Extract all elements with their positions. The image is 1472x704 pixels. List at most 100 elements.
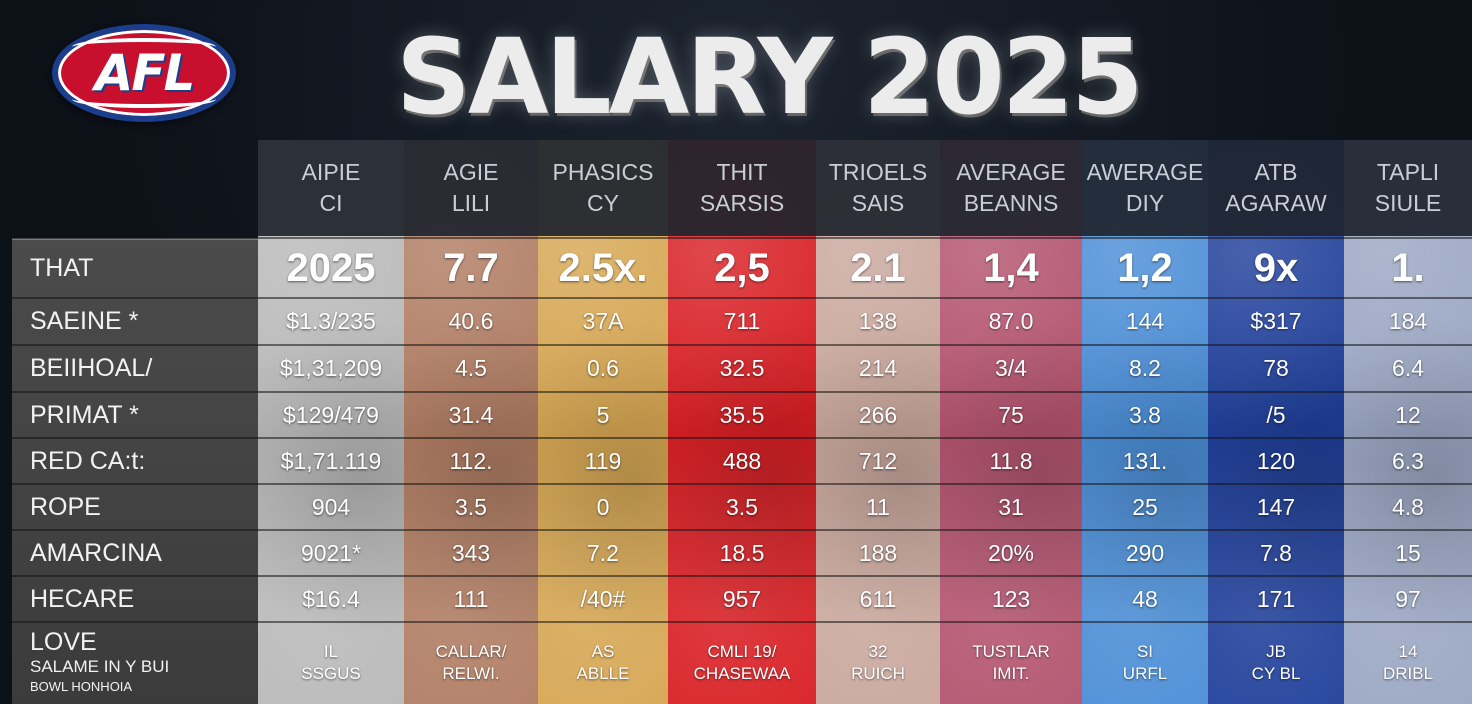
table-cell: 25 xyxy=(1132,493,1158,520)
table-cell: 3.5 xyxy=(726,493,758,520)
table-cell: $317 xyxy=(1250,308,1302,334)
table-cell: 120 xyxy=(1256,447,1296,474)
column-header: ATB AGARAW xyxy=(1208,140,1344,236)
row-label: SAEINE * xyxy=(30,307,139,335)
table-cell-line: CMLI 19/ xyxy=(707,642,777,661)
column-header: PHASICS CY xyxy=(538,140,668,236)
table-cell-line: SSGUS xyxy=(301,664,361,683)
logo-text: AFL xyxy=(94,44,196,102)
column-header-line: TRIOELS xyxy=(828,159,928,185)
table-cell-line: JB xyxy=(1266,642,1286,661)
table-cell-line: SI xyxy=(1136,642,1154,661)
table-cell: 6.4 xyxy=(1392,355,1424,381)
table-cell-line: RELWI. xyxy=(442,664,500,683)
column-header-line: TAPLI xyxy=(1376,159,1440,185)
table-cell: SI URFL xyxy=(1082,622,1208,704)
table-cell: 97 xyxy=(1395,585,1421,612)
table-cell-line: CHASEWAA xyxy=(693,664,791,683)
table-cell: 4.5 xyxy=(455,355,487,381)
table-cell-line: AS xyxy=(591,642,615,661)
column-header-line: CI xyxy=(319,190,343,216)
table-cell: 7.2 xyxy=(587,539,619,566)
page-title: SALARY 2025 xyxy=(396,16,1144,138)
row-label-line: BOWL HONHOIA xyxy=(30,679,133,694)
table-cell: 712 xyxy=(858,447,898,474)
table-cell: CALLAR/RELWI. xyxy=(404,622,538,704)
table-cell: 9x xyxy=(1253,245,1299,290)
table-cell: $129/479 xyxy=(283,401,379,428)
row-label: HECARE xyxy=(30,584,135,613)
row-divider xyxy=(12,529,1472,531)
table-cell-line: IMIT. xyxy=(992,664,1030,683)
table-cell: 20% xyxy=(987,539,1035,566)
row-divider xyxy=(12,621,1472,623)
table-cell: CMLI 19/CHASEWAA xyxy=(668,622,816,704)
table-cell: 2.5x. xyxy=(558,245,648,290)
table-cell-line: TUSTLAR xyxy=(972,642,1050,661)
table-cell: 8.2 xyxy=(1129,355,1161,381)
column-header-line: AIPIE xyxy=(301,159,361,185)
column-header: AVERAGE BEANNS xyxy=(940,140,1082,236)
table-cell: 48 xyxy=(1132,585,1158,612)
table-cell: 2.1 xyxy=(850,245,906,290)
row-label-last: LOVE SALAME IN Y BUI BOWL HONHOIA xyxy=(12,622,258,704)
table-cell: 1,4 xyxy=(983,245,1039,290)
column-header: AWERAGE DIY xyxy=(1082,140,1208,236)
row-label-line: LOVE xyxy=(30,628,97,656)
row-divider xyxy=(12,437,1472,439)
table-cell: 7.7 xyxy=(443,245,499,290)
column-header-line: SARSIS xyxy=(699,190,785,216)
table-cell: 31.4 xyxy=(448,401,494,428)
column-header-line: THIT xyxy=(716,159,768,185)
table-cell: 488 xyxy=(722,447,762,474)
column-header-line: BEANNS xyxy=(963,190,1059,216)
column-header-line: AGIE xyxy=(443,159,499,185)
table-cell: 957 xyxy=(722,585,762,612)
table-cell-line: IL xyxy=(323,642,339,661)
table-cell-line: ABLLE xyxy=(576,664,630,683)
table-cell: 112. xyxy=(449,447,493,474)
table-cell: 32.5 xyxy=(719,355,765,381)
row-divider xyxy=(12,391,1472,393)
table-cell: 11 xyxy=(866,493,890,520)
table-cell: 131. xyxy=(1122,447,1168,474)
table-cell: $1,31,209 xyxy=(279,355,383,381)
table-cell: 711 xyxy=(723,308,761,334)
table-cell-line: RUICH xyxy=(851,664,905,683)
column-header-line: AVERAGE xyxy=(956,159,1066,185)
table-cell: 32 RUICH xyxy=(816,622,940,704)
table-cell: 3.5 xyxy=(455,493,487,520)
table-cell: 3/4 xyxy=(995,355,1027,381)
table-cell: 11.8 xyxy=(989,447,1033,474)
table-cell: 40.6 xyxy=(448,308,494,334)
row-divider xyxy=(12,344,1472,346)
column-header: AIPIE CI xyxy=(258,140,404,236)
table-cell: 31 xyxy=(998,493,1024,520)
row-divider xyxy=(12,483,1472,485)
row-label: THAT xyxy=(30,253,94,282)
table-cell: 7.8 xyxy=(1260,539,1292,566)
afl-logo: AFL xyxy=(52,24,236,122)
table-cell: IL SSGUS xyxy=(258,622,404,704)
table-cell: 0.6 xyxy=(587,355,619,381)
column-header-line: DIY xyxy=(1125,190,1165,216)
column-header: TAPLI SIULE xyxy=(1344,140,1472,236)
table-cell: 111 xyxy=(453,585,489,612)
table-cell: 18.5 xyxy=(719,539,765,566)
row-label: ROPE xyxy=(30,492,101,521)
table-cell: 5 xyxy=(596,401,610,428)
table-cell: TUSTLAR IMIT. xyxy=(940,622,1082,704)
row-label: PRIMAT * xyxy=(30,400,139,429)
table-cell: JB CY BL xyxy=(1208,622,1344,704)
table-cell: 147 xyxy=(1256,493,1296,520)
row-divider xyxy=(12,575,1472,577)
table-cell: 78 xyxy=(1263,355,1289,381)
row-label: RED CA:t: xyxy=(30,446,146,475)
table-cell: 35.5 xyxy=(719,401,765,428)
column-header: THIT SARSIS xyxy=(668,140,816,236)
column-header-line: AWERAGE xyxy=(1086,159,1204,185)
row-label: AMARCINA xyxy=(30,538,162,567)
table-cell-line: URFL xyxy=(1122,664,1168,683)
table-cell: 14 DRIBL xyxy=(1344,622,1472,704)
